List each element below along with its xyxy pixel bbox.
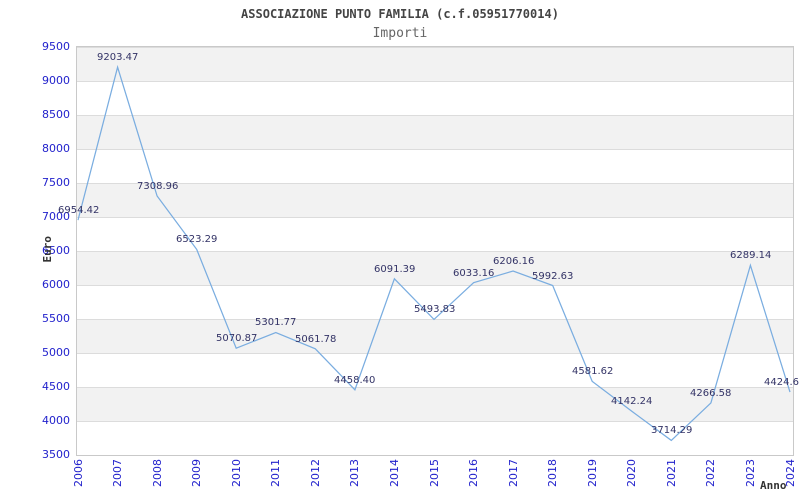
- chart-subtitle: Importi: [372, 26, 428, 41]
- data-point-label: 6091.39: [374, 264, 416, 275]
- y-tick-label: 4500: [42, 380, 70, 393]
- x-tick-label: 2006: [72, 459, 85, 487]
- x-tick-label: 2009: [190, 459, 203, 487]
- y-tick-label: 5000: [42, 346, 70, 359]
- x-tick-label: 2007: [111, 459, 124, 487]
- x-tick-label: 2023: [744, 459, 757, 487]
- data-point-label: 5301.77: [255, 317, 297, 328]
- chart-title: ASSOCIAZIONE PUNTO FAMILIA (c.f.05951770…: [241, 7, 559, 21]
- x-tick-label: 2020: [625, 459, 638, 487]
- x-axis-title: Anno: [760, 479, 787, 492]
- data-point-label: 5493.83: [414, 304, 456, 315]
- y-tick-label: 8000: [42, 142, 70, 155]
- line-path: [77, 64, 791, 442]
- data-point-label: 7308.96: [137, 181, 179, 192]
- x-tick-label: 2019: [586, 459, 599, 487]
- y-tick-label: 7000: [42, 210, 70, 223]
- data-point-label: 4581.62: [572, 366, 614, 377]
- x-tick-label: 2010: [230, 459, 243, 487]
- line-series: [77, 64, 791, 442]
- y-tick-label: 6500: [42, 244, 70, 257]
- data-point-label: 9203.47: [97, 52, 139, 63]
- y-tick-label: 7500: [42, 176, 70, 189]
- data-point-label: 6523.29: [176, 234, 218, 245]
- data-point-label: 6206.16: [493, 256, 535, 267]
- x-tick-label: 2011: [269, 459, 282, 487]
- data-point-label: 3714.29: [651, 425, 693, 436]
- x-tick-label: 2013: [348, 459, 361, 487]
- x-tick-label: 2008: [151, 459, 164, 487]
- x-tick-label: 2022: [704, 459, 717, 487]
- data-point-label: 5061.78: [295, 334, 337, 345]
- x-tick-label: 2021: [665, 459, 678, 487]
- data-point-label: 4266.58: [690, 388, 732, 399]
- data-point-label: 4142.24: [611, 396, 653, 407]
- y-tick-label: 9500: [42, 40, 70, 53]
- y-axis-title: Euro: [41, 236, 54, 263]
- x-tick-label: 2014: [388, 459, 401, 487]
- y-tick-label: 6000: [42, 278, 70, 291]
- data-point-label: 4458.40: [334, 375, 376, 386]
- plot-area: [76, 46, 794, 456]
- data-point-label: 6033.16: [453, 268, 495, 279]
- data-point-label: 5070.87: [216, 333, 258, 344]
- data-point-label: 6954.42: [58, 205, 100, 216]
- y-tick-label: 4000: [42, 414, 70, 427]
- x-tick-label: 2012: [309, 459, 322, 487]
- y-tick-label: 3500: [42, 448, 70, 461]
- data-point-label: 5992.63: [532, 271, 574, 282]
- y-tick-label: 9000: [42, 74, 70, 87]
- x-tick-label: 2016: [467, 459, 480, 487]
- x-tick-label: 2017: [507, 459, 520, 487]
- y-tick-label: 5500: [42, 312, 70, 325]
- data-point-label: 6289.14: [730, 250, 772, 261]
- y-tick-label: 8500: [42, 108, 70, 121]
- x-tick-label: 2015: [428, 459, 441, 487]
- x-tick-label: 2018: [546, 459, 559, 487]
- data-point-label: 4424.6: [764, 377, 799, 388]
